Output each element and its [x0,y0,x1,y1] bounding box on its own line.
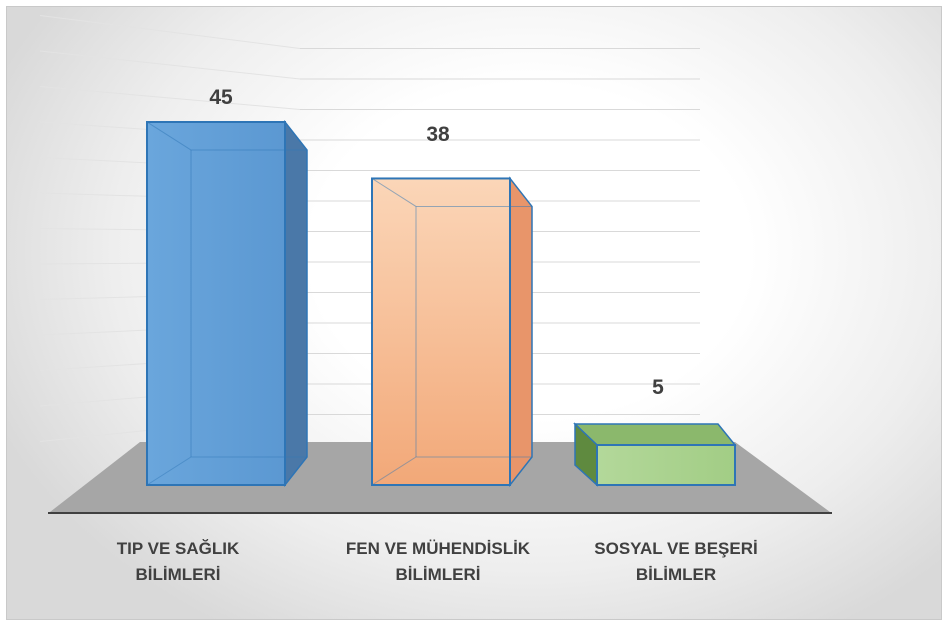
category-label-2: BİLİMLERİ [396,565,481,584]
bar-front-face [146,121,286,486]
gridlines [39,15,700,442]
bar-1 [146,119,308,488]
category-label-3: SOSYAL VE BEŞERİ [594,539,757,558]
bar-inner-edge [146,456,307,486]
bar-front-face [596,444,736,486]
bars [146,119,737,488]
category-label-3: BİLİMLER [636,565,716,584]
bar-top-face [573,423,737,446]
category-label-1: TIP VE SAĞLIK [117,539,240,558]
value-label-1: 45 [209,86,233,109]
bar-front-face [371,177,511,486]
value-label-3: 5 [652,376,664,399]
bar-inner-edge [371,456,532,486]
gridline-side [39,50,301,80]
value-label-2: 38 [426,123,450,146]
bar-2 [371,176,533,488]
gridline-side [39,15,301,49]
bar-side-face [284,119,308,488]
category-label-2: FEN VE MÜHENDİSLİK [346,539,531,558]
bar-3 [573,422,737,487]
gridline-side [39,86,301,110]
labels: 45 TIP VE SAĞLIK BİLİMLERİ 38 FEN VE MÜHENDİ… [117,86,758,584]
bar-side-face [509,176,533,488]
category-label-1: BİLİMLERİ [136,565,221,584]
